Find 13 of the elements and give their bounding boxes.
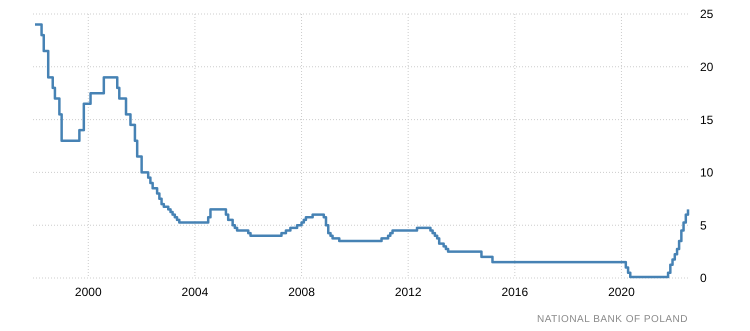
x-tick-label: 2012	[394, 285, 422, 299]
x-tick-label: 2016	[501, 285, 528, 299]
x-tick-label: 2000	[74, 285, 102, 299]
y-tick-label: 5	[700, 218, 707, 232]
y-tick-label: 20	[700, 60, 714, 74]
x-tick-label: 2020	[608, 285, 636, 299]
y-tick-label: 15	[700, 112, 714, 127]
x-tick-label: 2008	[288, 285, 316, 299]
y-tick-label: 0	[700, 271, 707, 286]
y-tick-label: 10	[700, 166, 714, 180]
y-tick-label: 25	[700, 7, 714, 22]
x-tick-label: 2004	[182, 285, 209, 299]
text: NATIONAL BANK OF POLAND	[537, 314, 688, 325]
